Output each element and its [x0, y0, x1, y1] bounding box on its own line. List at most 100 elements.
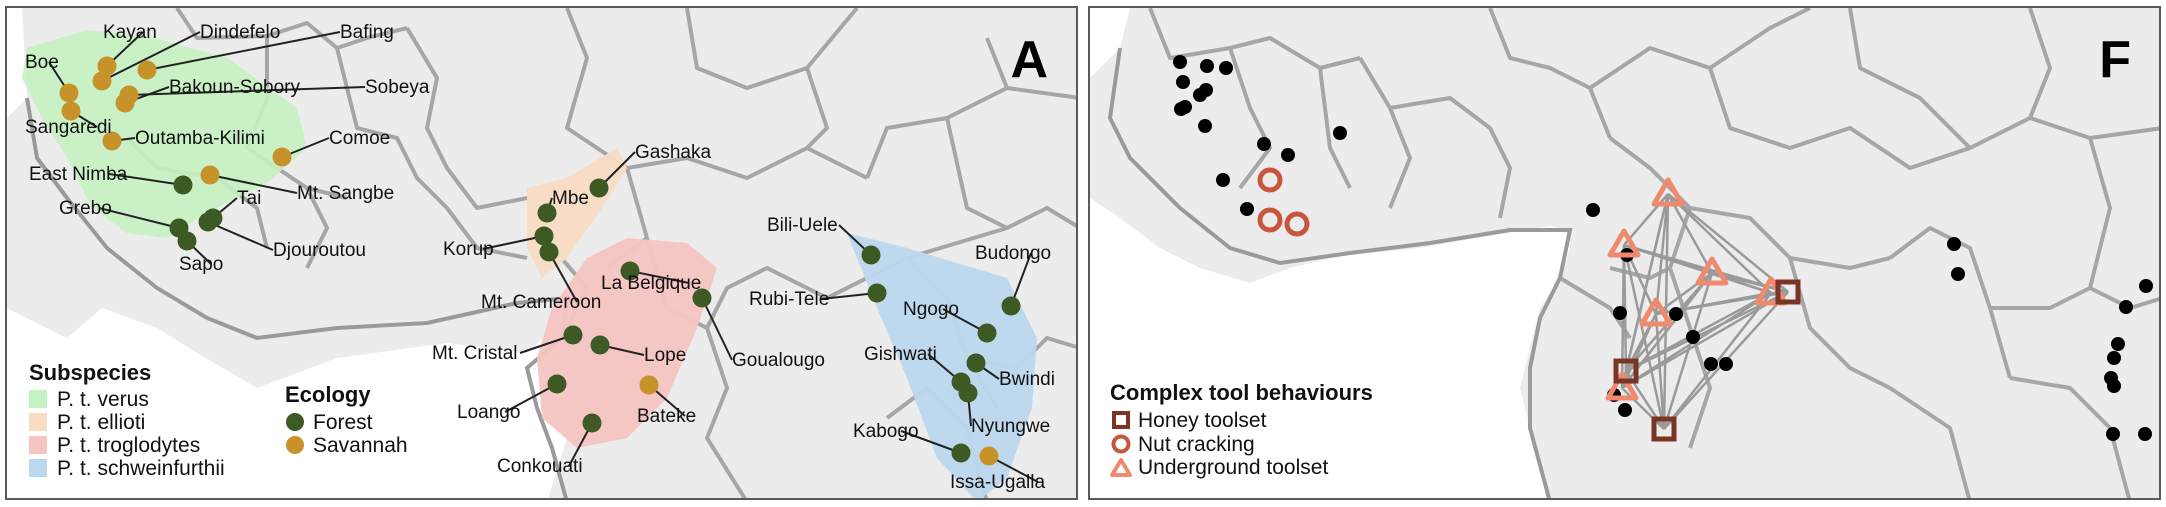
coastline: [1107, 47, 1573, 498]
honey-toolset-marker[interactable]: [1651, 416, 1677, 442]
underground-toolset-marker[interactable]: [1639, 297, 1673, 327]
site-point: [1333, 126, 1347, 140]
site-marker-bateke[interactable]: [639, 375, 659, 395]
underground-toolset-marker[interactable]: [1607, 228, 1641, 258]
legend-label-nut: Nut cracking: [1138, 433, 1255, 456]
site-marker-east-nimba[interactable]: [173, 175, 193, 195]
site-point: [2107, 379, 2121, 393]
leader-line-djouroutou: [207, 221, 274, 251]
leader-line-goualougo: [701, 297, 733, 361]
legend-label-underground: Underground toolset: [1138, 456, 1328, 479]
nut-cracking-marker[interactable]: [1284, 211, 1310, 237]
site-point: [2138, 427, 2152, 441]
site-marker-dindefelo[interactable]: [92, 71, 112, 91]
legend-label-forest: Forest: [313, 411, 373, 434]
site-marker-mt-cameroon[interactable]: [539, 242, 559, 262]
site-label-sobeya: Sobeya: [365, 77, 430, 98]
site-label-grebo: Grebo: [59, 198, 112, 219]
leader-line-korup: [482, 235, 545, 250]
country-borders: [1148, 8, 2159, 498]
site-point: [1586, 203, 1600, 217]
panel-f-letter: F: [2099, 31, 2131, 89]
site-marker-comoe[interactable]: [272, 147, 292, 167]
site-point: [2139, 279, 2153, 293]
network-link: [1666, 193, 1714, 274]
site-label-bafing: Bafing: [340, 22, 394, 43]
underground-toolset-marker[interactable]: [1695, 256, 1729, 286]
site-marker-djouroutou[interactable]: [198, 212, 218, 232]
site-marker-nyungwe[interactable]: [958, 383, 978, 403]
site-label-comoe: Comoe: [329, 128, 390, 149]
site-marker-loango[interactable]: [547, 374, 567, 394]
nut-cracking-marker[interactable]: [1257, 167, 1283, 193]
site-point: [1174, 102, 1188, 116]
underground-toolset-marker[interactable]: [1651, 177, 1685, 207]
basemap: [1090, 8, 2159, 498]
site-marker-sobeya[interactable]: [119, 85, 139, 105]
network-link: [1621, 290, 1789, 390]
site-label-sapo: Sapo: [179, 254, 223, 275]
site-point: [1176, 75, 1190, 89]
panel-a-map: Kayan Dindefelo Bafing Boe Bakoun-Sobory Sobe…: [5, 6, 1078, 500]
legend-label-honey: Honey toolset: [1138, 409, 1267, 432]
site-marker-budongo[interactable]: [1001, 296, 1021, 316]
site-label-djouroutou: Djouroutou: [273, 240, 366, 261]
site-label-nyungwe: Nyungwe: [971, 416, 1050, 437]
site-marker-gashaka[interactable]: [589, 178, 609, 198]
site-label-boe: Boe: [25, 52, 59, 73]
legend-swatch-ellioti: [29, 413, 47, 431]
site-marker-korup[interactable]: [534, 226, 554, 246]
site-point: [1686, 330, 1700, 344]
site-point: [1719, 357, 1733, 371]
site-marker-kabogo[interactable]: [951, 443, 971, 463]
site-point: [2119, 300, 2133, 314]
site-point: [1947, 237, 1961, 251]
site-marker-conkouati[interactable]: [582, 413, 602, 433]
site-label-bili-uele: Bili-Uele: [767, 215, 838, 236]
site-label-lope: Lope: [644, 345, 686, 366]
site-marker-goualougo[interactable]: [692, 288, 712, 308]
site-point: [2111, 337, 2125, 351]
site-point: [1193, 88, 1207, 102]
site-marker-rubi-tele[interactable]: [867, 283, 887, 303]
underground-toolset-marker[interactable]: [1605, 371, 1639, 401]
legend-label-ellioti: P. t. ellioti: [57, 411, 145, 434]
legend-square-icon: [1112, 411, 1130, 429]
site-label-budongo: Budongo: [975, 243, 1051, 264]
site-point: [1281, 148, 1295, 162]
site-marker-mbe[interactable]: [537, 203, 557, 223]
site-label-korup: Korup: [443, 239, 494, 260]
site-label-goualougo: Goualougo: [732, 350, 825, 371]
site-label-bwindi: Bwindi: [999, 369, 1055, 390]
site-point: [1669, 307, 1683, 321]
site-marker-issa-ugalla[interactable]: [979, 446, 999, 466]
site-marker-ngogo[interactable]: [977, 323, 997, 343]
site-point: [2107, 351, 2121, 365]
legend-swatch-verus: [29, 390, 47, 408]
leader-line-mt-cameroon: [548, 251, 578, 303]
site-markers: [59, 56, 1021, 466]
site-label-issa-ugalla: Issa-Ugalla: [950, 472, 1045, 493]
nut-cracking-marker[interactable]: [1257, 207, 1283, 233]
honey-toolset-marker[interactable]: [1775, 279, 1801, 305]
legend-ecology: Ecology Forest Savannah: [285, 382, 408, 457]
site-marker-la-belgique[interactable]: [620, 261, 640, 281]
site-marker-bafing[interactable]: [137, 60, 157, 80]
site-marker-sangaredi[interactable]: [61, 101, 81, 121]
honey-toolset-marker[interactable]: [1613, 358, 1639, 384]
site-marker-sapo[interactable]: [177, 231, 197, 251]
site-marker-mt-sangbe[interactable]: [200, 165, 220, 185]
site-marker-lope[interactable]: [590, 335, 610, 355]
site-marker-mt-cristal[interactable]: [563, 325, 583, 345]
site-label-loango: Loango: [457, 402, 520, 423]
site-label-mt-cristal: Mt. Cristal: [432, 343, 518, 364]
legend-dot-forest: [286, 413, 304, 431]
legend-label-verus: P. t. verus: [57, 388, 149, 411]
site-marker-kayan[interactable]: [97, 56, 117, 76]
site-marker-bwindi[interactable]: [966, 353, 986, 373]
leader-line-loango: [504, 383, 558, 413]
legend-title: Complex tool behaviours: [1110, 380, 1373, 405]
site-marker-outamba-kilimi[interactable]: [102, 131, 122, 151]
site-marker-boe[interactable]: [59, 83, 79, 103]
site-marker-bili-uele[interactable]: [861, 245, 881, 265]
